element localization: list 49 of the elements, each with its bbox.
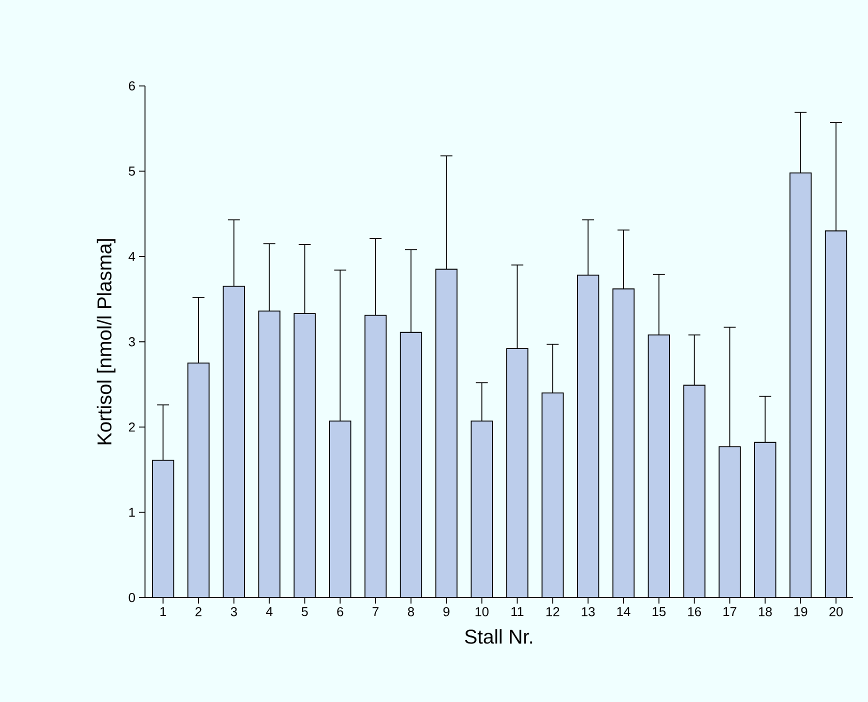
x-tick-label: 5: [302, 607, 308, 616]
bar: [648, 334, 670, 598]
x-tick-label: 16: [688, 607, 701, 616]
bar: [754, 442, 776, 598]
x-tick-label: 6: [337, 607, 344, 616]
x-tick-label: 15: [652, 607, 666, 616]
x-tick-label: 1: [160, 607, 166, 616]
bar: [506, 348, 528, 598]
y-tick-label: 1: [129, 508, 135, 517]
bar: [790, 172, 812, 598]
bar: [294, 314, 316, 598]
y-tick-label: 0: [128, 593, 135, 602]
x-tick-label: 11: [512, 607, 524, 616]
y-tick-label: 4: [128, 252, 136, 261]
x-axis-title: Stall Nr.: [465, 629, 532, 644]
bar: [400, 332, 422, 598]
bar: [188, 363, 210, 598]
y-tick-label: 2: [128, 422, 135, 432]
x-tick-label: 20: [829, 607, 843, 616]
x-tick-label: 13: [582, 607, 595, 616]
y-tick-label: 3: [128, 337, 135, 346]
x-tick-label: 4: [266, 607, 273, 616]
bar: [612, 288, 634, 598]
x-tick-label: 17: [724, 607, 736, 616]
bar: [684, 385, 705, 598]
bar: [152, 460, 174, 598]
x-tick-label: 14: [617, 607, 630, 616]
x-tick-label: 9: [443, 607, 450, 616]
bar: [223, 286, 245, 598]
bar: [719, 446, 740, 598]
bar: [471, 421, 492, 598]
y-tick-label: 6: [128, 81, 135, 90]
x-tick-label: 7: [372, 607, 379, 616]
bar: [824, 230, 848, 598]
bar: [542, 392, 564, 598]
bar: [436, 269, 458, 598]
y-tick-label: 5: [128, 166, 135, 176]
x-tick-label: 8: [408, 607, 414, 616]
x-tick-label: 12: [546, 607, 560, 616]
x-tick-label: 18: [758, 607, 772, 616]
bar: [330, 421, 351, 598]
x-tick-label: 10: [476, 607, 489, 616]
bar: [258, 311, 280, 598]
x-tick-label: 2: [196, 607, 202, 616]
y-axis-title: Kortisol [nmol/l Plasma]: [96, 239, 116, 444]
x-tick-label: 19: [794, 607, 808, 616]
bar: [577, 275, 599, 598]
bar: [364, 315, 386, 598]
x-tick-label: 3: [230, 607, 237, 616]
